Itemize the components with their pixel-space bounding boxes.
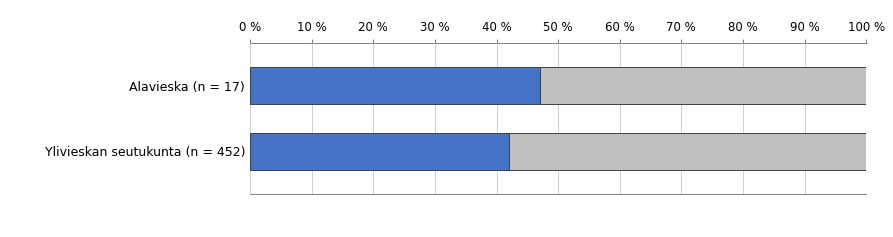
Bar: [250, 133, 509, 170]
Bar: [540, 67, 866, 104]
Bar: [509, 133, 866, 170]
Bar: [250, 67, 540, 104]
